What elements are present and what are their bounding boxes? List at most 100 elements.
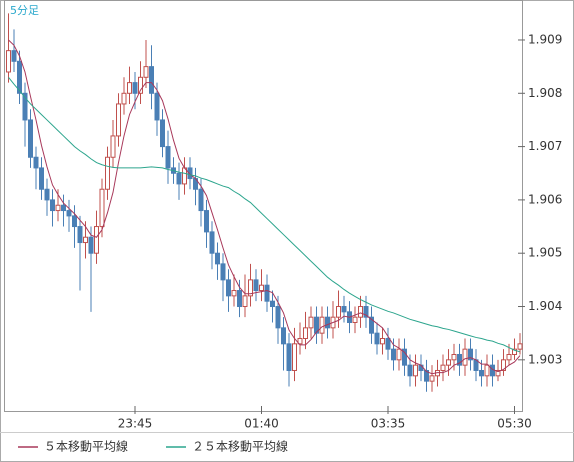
candle-body bbox=[352, 316, 358, 324]
candle-body bbox=[440, 364, 446, 371]
candle-body bbox=[264, 284, 270, 302]
plot-area bbox=[4, 0, 523, 412]
candle-body bbox=[396, 348, 402, 361]
y-tick-label: 1.905 bbox=[528, 246, 562, 260]
moving-average-line bbox=[8, 76, 521, 353]
candle-body bbox=[413, 364, 418, 377]
candle-body bbox=[402, 348, 407, 366]
candle-body bbox=[105, 156, 110, 190]
candle-body bbox=[176, 172, 182, 185]
candle-body bbox=[248, 279, 253, 297]
candle-body bbox=[297, 338, 303, 345]
candle-body bbox=[198, 188, 204, 212]
candle-body bbox=[341, 306, 347, 313]
candle-body bbox=[418, 364, 424, 371]
candle-body bbox=[374, 332, 380, 345]
candle-body bbox=[385, 338, 391, 350]
candle-body bbox=[319, 316, 325, 334]
candle-body bbox=[517, 343, 523, 350]
candle-body bbox=[363, 306, 369, 318]
candle-body bbox=[110, 135, 116, 158]
candle-body bbox=[6, 50, 11, 73]
y-tick-label: 1.906 bbox=[528, 192, 562, 206]
legend-label: ５本移動平均線 bbox=[44, 439, 128, 454]
candle-body bbox=[182, 167, 187, 185]
candle-body bbox=[33, 156, 39, 169]
candle-body bbox=[242, 295, 248, 308]
y-tick-label: 1.909 bbox=[528, 32, 562, 46]
candle-body bbox=[149, 66, 154, 94]
moving-average-line bbox=[8, 39, 521, 375]
candle-body bbox=[231, 290, 237, 297]
candle-body bbox=[451, 353, 457, 361]
legend-label: ２５本移動平均線 bbox=[192, 439, 288, 454]
candle-body bbox=[11, 50, 17, 62]
candle-body bbox=[226, 279, 231, 297]
candle-body bbox=[424, 369, 429, 382]
candle-body bbox=[121, 92, 127, 105]
y-tick-label: 1.907 bbox=[528, 139, 562, 153]
candle-body bbox=[506, 353, 512, 361]
candle-body bbox=[138, 76, 143, 94]
candle-body bbox=[116, 103, 121, 137]
candle-body bbox=[209, 231, 215, 254]
candle-body bbox=[154, 92, 160, 121]
candle-body bbox=[275, 306, 281, 329]
candle-body bbox=[303, 327, 308, 340]
candle-body bbox=[39, 167, 44, 190]
candle-body bbox=[83, 236, 88, 244]
x-tick-label: 05:30 bbox=[497, 417, 532, 431]
candle-body bbox=[457, 353, 462, 366]
candle-body bbox=[253, 279, 259, 292]
candle-body bbox=[99, 188, 105, 228]
candle-body bbox=[165, 146, 171, 169]
candle-body bbox=[314, 316, 319, 334]
candle-body bbox=[468, 348, 473, 361]
candle-body bbox=[479, 369, 484, 377]
candle-body bbox=[407, 364, 413, 377]
candle-body bbox=[237, 290, 242, 308]
candle-body bbox=[286, 343, 292, 371]
candle-body bbox=[88, 236, 94, 254]
candle-body bbox=[308, 316, 314, 329]
candle-body bbox=[44, 188, 50, 201]
candle-body bbox=[17, 60, 22, 94]
candle-body bbox=[28, 119, 33, 158]
y-tick-label: 1.903 bbox=[528, 352, 562, 366]
x-tick-label: 03:35 bbox=[371, 417, 406, 431]
candle-body bbox=[462, 348, 468, 366]
candle-body bbox=[22, 92, 28, 121]
candle-body bbox=[380, 338, 385, 345]
candle-body bbox=[94, 226, 99, 254]
candle-body bbox=[391, 348, 396, 361]
candle-body bbox=[259, 284, 264, 292]
candle-body bbox=[132, 82, 138, 94]
candle-body bbox=[187, 167, 193, 180]
candle-body bbox=[336, 306, 341, 318]
candle-body bbox=[446, 359, 451, 366]
candle-body bbox=[50, 199, 55, 212]
candle-body bbox=[66, 210, 72, 217]
candle-body bbox=[55, 204, 61, 212]
candle-body bbox=[512, 348, 517, 355]
candle-body bbox=[429, 375, 435, 382]
x-tick-label: 01:40 bbox=[244, 417, 279, 431]
candle-body bbox=[369, 316, 374, 334]
candle-body bbox=[292, 343, 297, 371]
candle-body bbox=[270, 300, 275, 308]
y-tick-label: 1.908 bbox=[528, 86, 562, 100]
candle-body bbox=[501, 359, 506, 371]
candle-body bbox=[61, 204, 66, 212]
x-tick-label: 23:45 bbox=[118, 417, 153, 431]
candle-body bbox=[220, 263, 226, 281]
candle-body bbox=[77, 226, 83, 244]
candle-body bbox=[484, 364, 490, 377]
candle-body bbox=[325, 316, 330, 329]
candle-body bbox=[127, 82, 132, 94]
candle-body bbox=[72, 215, 77, 228]
chart-title: 5分足 bbox=[10, 4, 39, 17]
candle-body bbox=[215, 252, 220, 265]
candle-body bbox=[204, 210, 209, 233]
